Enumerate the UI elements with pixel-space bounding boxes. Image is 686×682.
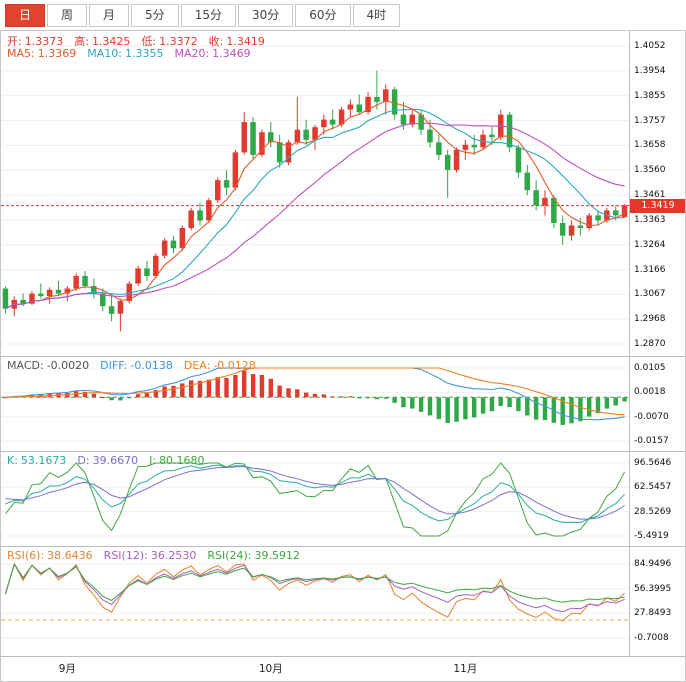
axis-label: 96.5646 bbox=[634, 458, 672, 468]
candlestick-panel[interactable]: 开: 1.3373 高: 1.3425 低: 1.3372 收: 1.3419 MA5: 1.3… bbox=[1, 30, 629, 356]
axis-label: 1.3757 bbox=[634, 115, 666, 126]
kdj-panel[interactable]: K: 53.1673 D: 39.6670 J: 80.1680 bbox=[1, 451, 629, 546]
kdj-header: K: 53.1673 D: 39.6670 J: 80.1680 bbox=[7, 454, 208, 467]
axis-label: 56.3995 bbox=[634, 583, 672, 594]
candlestick-chart bbox=[1, 45, 629, 345]
axis-label: 1.4052 bbox=[634, 41, 666, 51]
macd-label: MACD: bbox=[7, 359, 44, 372]
diff-value: -0.0138 bbox=[130, 359, 173, 372]
axis-label: 28.5269 bbox=[634, 506, 672, 517]
month-label: 9月 bbox=[58, 663, 76, 675]
price-axis: 1.4052 1.3954 1.3855 1.3757 1.3658 1.3560 1.34… bbox=[630, 0, 686, 682]
axis-label: 27.8493 bbox=[634, 608, 672, 619]
tab-day[interactable]: 日 bbox=[5, 3, 46, 27]
tab-4hour[interactable]: 4时 bbox=[352, 3, 401, 27]
panel-divider bbox=[0, 546, 686, 547]
tab-30min[interactable]: 30分 bbox=[237, 3, 294, 27]
tab-60min[interactable]: 60分 bbox=[295, 3, 351, 27]
axis-label: 1.3067 bbox=[634, 289, 666, 300]
rsi12-label: RSI(12): bbox=[103, 549, 148, 562]
ma20-value: 1.3469 bbox=[212, 47, 251, 60]
tab-15min[interactable]: 15分 bbox=[180, 3, 236, 27]
low-value: 1.3372 bbox=[159, 35, 198, 48]
axis-label: 1.3954 bbox=[634, 65, 666, 76]
dea-label: DEA: bbox=[183, 359, 211, 372]
macd-chart bbox=[1, 367, 629, 442]
ma5-value: 1.3369 bbox=[37, 47, 77, 60]
d-value: 39.6670 bbox=[92, 454, 139, 467]
time-axis: 9月 10月 11月 bbox=[1, 656, 629, 682]
axis-label: 0.0018 bbox=[634, 387, 666, 398]
open-value: 1.3373 bbox=[24, 35, 64, 48]
axis-label: 1.3166 bbox=[634, 264, 666, 275]
axis-label: 1.3363 bbox=[634, 214, 666, 225]
tab-week[interactable]: 周 bbox=[47, 3, 88, 27]
axis-label: 84.9496 bbox=[634, 559, 672, 569]
d-label: D: bbox=[77, 454, 90, 467]
close-value: 1.3419 bbox=[226, 35, 265, 48]
axis-label: -0.0157 bbox=[634, 436, 669, 446]
j-label: J: bbox=[149, 454, 157, 467]
rsi24-label: RSI(24): bbox=[207, 549, 252, 562]
tab-month[interactable]: 月 bbox=[89, 3, 130, 27]
macd-header: MACD: -0.0020 DIFF: -0.0138 DEA: -0.0128 bbox=[7, 359, 259, 372]
panel-divider bbox=[0, 656, 686, 657]
low-label: 低: bbox=[141, 35, 157, 48]
k-label: K: bbox=[7, 454, 18, 467]
j-value: 80.1680 bbox=[159, 454, 205, 467]
axis-label: 0.0105 bbox=[634, 363, 666, 373]
kdj-chart bbox=[1, 462, 629, 537]
axis-label: 1.3855 bbox=[634, 90, 666, 101]
last-price-tag: 1.3419 bbox=[630, 198, 686, 213]
ma10-label: MA10: bbox=[87, 47, 122, 60]
month-label: 10月 bbox=[258, 663, 283, 675]
axis-label: 1.3560 bbox=[634, 165, 666, 176]
open-label: 开: bbox=[7, 35, 22, 48]
axis-separator bbox=[629, 30, 630, 656]
close-label: 收: bbox=[208, 35, 224, 48]
axis-label: -0.0070 bbox=[634, 411, 669, 422]
diff-label: DIFF: bbox=[100, 359, 128, 372]
axis-label: 1.2968 bbox=[634, 314, 666, 325]
axis-label: 1.3264 bbox=[634, 239, 666, 250]
axis-label: -0.7008 bbox=[634, 633, 669, 643]
rsi6-label: RSI(6): bbox=[7, 549, 45, 562]
high-label: 高: bbox=[74, 35, 89, 48]
high-value: 1.3425 bbox=[91, 35, 131, 48]
macd-value: -0.0020 bbox=[46, 359, 90, 372]
macd-panel[interactable]: MACD: -0.0020 DIFF: -0.0138 DEA: -0.0128 bbox=[1, 356, 629, 451]
ma5-label: MA5: bbox=[7, 47, 35, 60]
rsi6-value: 38.6436 bbox=[47, 549, 93, 562]
month-label: 11月 bbox=[453, 663, 478, 675]
rsi-chart bbox=[1, 562, 629, 639]
rsi12-value: 36.2530 bbox=[150, 549, 197, 562]
rsi-panel[interactable]: RSI(6): 38.6436 RSI(12): 36.2530 RSI(24): 39.… bbox=[1, 546, 629, 656]
axis-label: -5.4919 bbox=[634, 531, 669, 541]
ma-header: MA5: 1.3369 MA10: 1.3355 MA20: 1.3469 bbox=[7, 47, 254, 60]
timeframe-tabbar: 日周月 5分 15分 30分 60分 4时 bbox=[0, 0, 686, 30]
axis-label: 1.3658 bbox=[634, 140, 666, 151]
rsi-header: RSI(6): 38.6436 RSI(12): 36.2530 RSI(24): 39.… bbox=[7, 549, 303, 562]
axis-label: 62.5457 bbox=[634, 482, 672, 493]
axis-label: 1.2870 bbox=[634, 339, 666, 349]
ma20-label: MA20: bbox=[174, 47, 210, 60]
k-value: 53.1673 bbox=[20, 454, 67, 467]
panel-divider bbox=[0, 356, 686, 357]
tab-5min[interactable]: 5分 bbox=[131, 3, 179, 27]
ohlc-header: 开: 1.3373 高: 1.3425 低: 1.3372 收: 1.3419 bbox=[7, 33, 268, 49]
panel-divider bbox=[0, 451, 686, 452]
axis-label: 1.3461 bbox=[634, 190, 666, 200]
ma10-value: 1.3355 bbox=[124, 47, 164, 60]
rsi24-value: 39.5912 bbox=[254, 549, 300, 562]
dea-value: -0.0128 bbox=[213, 359, 256, 372]
